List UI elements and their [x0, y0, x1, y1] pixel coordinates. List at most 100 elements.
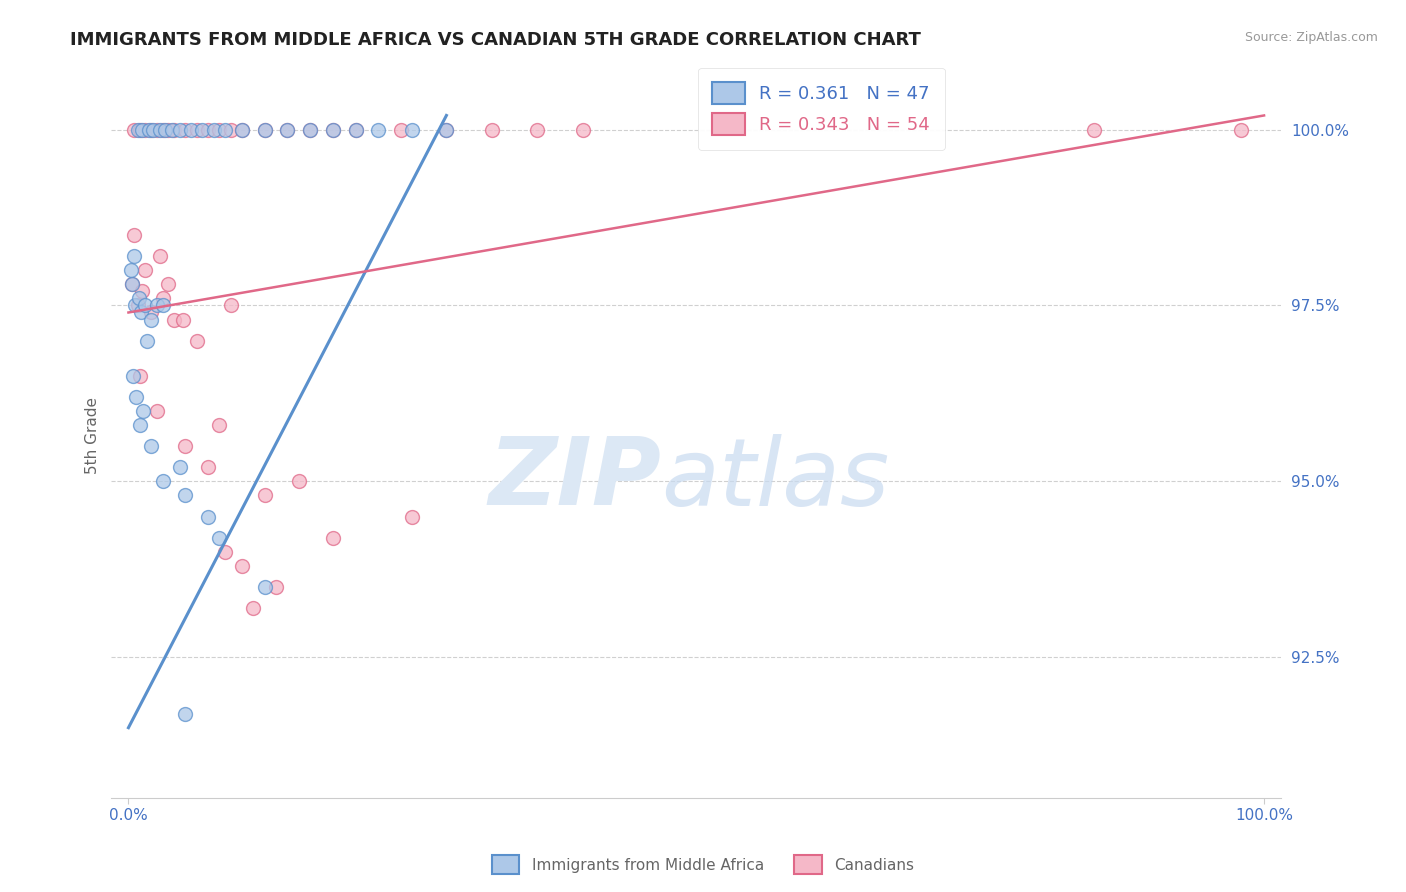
Point — [322, 122, 344, 136]
Point — [322, 531, 344, 545]
Point — [131, 285, 153, 299]
Point — [157, 122, 180, 136]
Point — [231, 122, 253, 136]
Point — [253, 122, 276, 136]
Point — [276, 122, 298, 136]
Point — [141, 312, 163, 326]
Point — [197, 460, 219, 475]
Point — [132, 404, 155, 418]
Point — [134, 263, 156, 277]
Point — [141, 305, 163, 319]
Point — [389, 122, 412, 136]
Text: Source: ZipAtlas.com: Source: ZipAtlas.com — [1244, 31, 1378, 45]
Point — [146, 298, 169, 312]
Point — [122, 122, 145, 136]
Point — [180, 122, 202, 136]
Point — [253, 580, 276, 594]
Point — [231, 122, 253, 136]
Point — [481, 122, 503, 136]
Point — [436, 122, 458, 136]
Point — [436, 122, 458, 136]
Point — [242, 601, 264, 615]
Text: ZIP: ZIP — [488, 434, 661, 525]
Point — [125, 390, 148, 404]
Text: IMMIGRANTS FROM MIDDLE AFRICA VS CANADIAN 5TH GRADE CORRELATION CHART: IMMIGRANTS FROM MIDDLE AFRICA VS CANADIA… — [70, 31, 921, 49]
Point — [163, 312, 186, 326]
Point — [186, 334, 208, 348]
Point — [264, 580, 287, 594]
Point — [146, 122, 169, 136]
Point — [253, 488, 276, 502]
Point — [152, 475, 174, 489]
Point — [1230, 122, 1253, 136]
Point — [131, 122, 153, 136]
Point — [128, 368, 150, 383]
Point — [128, 292, 150, 306]
Point — [152, 122, 174, 136]
Point — [153, 122, 176, 136]
Point — [160, 122, 183, 136]
Point — [344, 122, 367, 136]
Text: atlas: atlas — [661, 434, 890, 524]
Point — [135, 334, 157, 348]
Point — [122, 228, 145, 243]
Point — [288, 475, 311, 489]
Point — [124, 298, 146, 312]
Point — [186, 122, 208, 136]
Point — [299, 122, 322, 136]
Point — [526, 122, 548, 136]
Y-axis label: 5th Grade: 5th Grade — [86, 397, 100, 475]
Point — [122, 249, 145, 263]
Point — [120, 263, 142, 277]
Legend: R = 0.361   N = 47, R = 0.343   N = 54: R = 0.361 N = 47, R = 0.343 N = 54 — [697, 68, 945, 150]
Point — [152, 292, 174, 306]
Point — [344, 122, 367, 136]
Point — [367, 122, 389, 136]
Point — [208, 122, 231, 136]
Point — [174, 122, 197, 136]
Point — [127, 298, 149, 312]
Point — [149, 122, 172, 136]
Point — [163, 122, 186, 136]
Point — [127, 122, 149, 136]
Point — [322, 122, 344, 136]
Point — [401, 122, 423, 136]
Point — [197, 509, 219, 524]
Point — [157, 277, 180, 292]
Point — [214, 545, 236, 559]
Point — [121, 277, 143, 292]
Point — [202, 122, 225, 136]
Point — [276, 122, 298, 136]
Point — [1083, 122, 1105, 136]
Point — [208, 531, 231, 545]
Point — [121, 277, 143, 292]
Point — [214, 122, 236, 136]
Point — [172, 312, 194, 326]
Point — [174, 488, 197, 502]
Point — [174, 439, 197, 453]
Point — [219, 122, 242, 136]
Point — [197, 122, 219, 136]
Point — [128, 122, 150, 136]
Point — [169, 122, 191, 136]
Point — [231, 558, 253, 573]
Point — [174, 706, 197, 721]
Point — [129, 305, 152, 319]
Legend: Immigrants from Middle Africa, Canadians: Immigrants from Middle Africa, Canadians — [485, 849, 921, 880]
Point — [141, 122, 163, 136]
Point — [191, 122, 214, 136]
Point — [141, 439, 163, 453]
Point — [219, 298, 242, 312]
Point — [571, 122, 593, 136]
Point — [149, 249, 172, 263]
Point — [401, 509, 423, 524]
Point — [138, 122, 160, 136]
Point — [169, 460, 191, 475]
Point — [152, 298, 174, 312]
Point — [208, 418, 231, 433]
Point — [128, 418, 150, 433]
Point — [122, 368, 145, 383]
Point — [142, 122, 165, 136]
Point — [134, 298, 156, 312]
Point — [134, 122, 156, 136]
